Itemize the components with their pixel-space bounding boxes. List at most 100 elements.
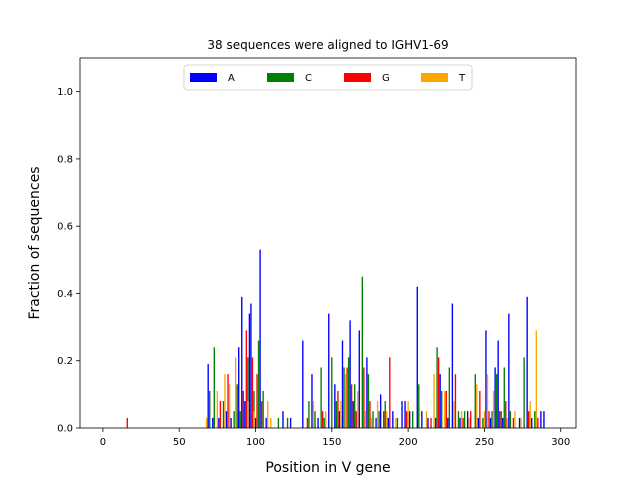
- bar-G-77: [219, 401, 222, 428]
- bar-G-236: [462, 417, 464, 428]
- bar-A-162: [349, 320, 351, 428]
- bar-C-267: [509, 411, 512, 428]
- bar-A-157: [341, 340, 344, 428]
- bar-T-146: [325, 411, 327, 428]
- bar-A-81: [225, 411, 228, 428]
- bar-T-110: [270, 417, 272, 428]
- bar-C-143: [320, 367, 322, 428]
- bar-C-153: [335, 401, 338, 428]
- bar-A-209: [421, 411, 423, 428]
- legend-box: [183, 64, 473, 91]
- bar-A-201: [408, 411, 411, 428]
- bar-G-16: [126, 417, 128, 428]
- bar-C-260: [499, 411, 501, 428]
- x-axis-ticks: 0 50 100 150 200 250 300: [100, 428, 570, 448]
- bar-G-82: [227, 374, 229, 428]
- bar-G-253: [488, 411, 490, 428]
- bar-C-227: [448, 367, 451, 428]
- bar-T-252: [486, 374, 489, 428]
- bar-C-145: [323, 417, 325, 428]
- legend-swatch-G: [344, 73, 371, 82]
- bar-A-226: [447, 417, 449, 428]
- bar-A-218: [434, 417, 437, 428]
- bar-C-237: [463, 411, 466, 428]
- x-tick-label: 50: [173, 437, 186, 448]
- bar-C-161: [347, 357, 350, 428]
- bar-A-69: [207, 364, 209, 428]
- bar-T-256: [492, 391, 495, 428]
- bar-G-166: [355, 411, 357, 428]
- chart-title: 38 sequences were aligned to IGHV1-69: [207, 38, 448, 52]
- legend-label-T: T: [458, 73, 466, 84]
- bar-C-263: [503, 367, 505, 428]
- x-axis-title: Position in V gene: [265, 460, 390, 476]
- bar-C-95: [247, 357, 249, 428]
- bar-A-234: [459, 417, 461, 428]
- bar-A-76: [218, 417, 220, 428]
- bar-A-251: [485, 330, 487, 428]
- plot-area: [80, 58, 576, 428]
- bar-C-233: [457, 411, 460, 428]
- x-tick-label: 100: [246, 437, 265, 448]
- bar-G-261: [500, 411, 502, 428]
- bar-C-158: [343, 367, 345, 428]
- bar-A-89: [238, 347, 240, 428]
- bar-A-141: [317, 417, 319, 428]
- bar-A-152: [334, 384, 336, 428]
- bar-C-249: [482, 417, 484, 428]
- bar-A-103: [259, 249, 261, 428]
- bar-T-75: [216, 391, 219, 428]
- bar-G-171: [363, 367, 365, 428]
- bar-A-289: [543, 411, 545, 428]
- bar-C-115: [277, 417, 280, 428]
- plot-frame: [79, 57, 577, 429]
- legend-label-G: G: [382, 73, 390, 84]
- bar-A-246: [477, 417, 480, 428]
- bar-A-168: [358, 330, 360, 428]
- bar-A-257: [494, 367, 496, 428]
- bar-G-199: [405, 411, 408, 428]
- bar-C-70: [209, 391, 211, 428]
- bar-C-99: [253, 391, 255, 428]
- bar-C-88: [236, 384, 238, 428]
- bar-G-241: [470, 411, 472, 428]
- bar-C-203: [412, 411, 414, 428]
- bar-T-83: [228, 384, 231, 428]
- bar-G-98: [251, 357, 254, 428]
- bar-C-177: [372, 411, 374, 428]
- bar-C-170: [361, 276, 364, 428]
- bar-G-269: [512, 417, 515, 428]
- bar-A-123: [289, 417, 292, 428]
- bar-A-93: [244, 401, 246, 428]
- bar-C-258: [495, 374, 498, 428]
- bar-G-225: [445, 391, 447, 428]
- bar-A-221: [439, 374, 441, 428]
- bar-C-86: [233, 411, 235, 428]
- bar-A-213: [427, 417, 429, 428]
- bar-T-192: [395, 417, 397, 428]
- legend-swatch-C: [267, 73, 294, 82]
- bar-A-84: [230, 417, 232, 428]
- bar-G-144: [321, 411, 324, 428]
- bar-T-87: [234, 357, 237, 428]
- axes: [79, 57, 577, 429]
- bar-T-284: [535, 330, 537, 428]
- bar-C-150: [331, 357, 333, 428]
- bar-A-107: [265, 417, 267, 428]
- bar-A-100: [254, 417, 257, 428]
- x-tick-label: 300: [551, 437, 570, 448]
- bar-A-259: [497, 340, 499, 428]
- bar-C-255: [491, 411, 493, 428]
- bar-A-173: [366, 357, 368, 428]
- bar-T-186: [386, 411, 388, 428]
- bar-A-179: [375, 417, 377, 428]
- legend-label-A: A: [228, 73, 235, 84]
- bar-T-159: [344, 374, 347, 428]
- bar-T-95: [247, 401, 249, 428]
- bar-T-265: [506, 417, 509, 428]
- legend-label-C: C: [305, 73, 312, 84]
- bar-C-139: [314, 411, 316, 428]
- bar-T-68: [205, 417, 208, 428]
